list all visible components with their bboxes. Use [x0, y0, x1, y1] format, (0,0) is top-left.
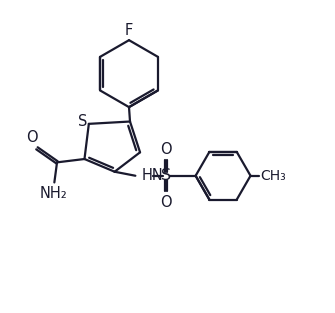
- Text: F: F: [125, 23, 133, 38]
- Text: S: S: [161, 168, 171, 183]
- Text: O: O: [160, 142, 172, 157]
- Text: NH₂: NH₂: [40, 187, 67, 202]
- Text: CH₃: CH₃: [260, 169, 286, 183]
- Text: HN: HN: [142, 168, 164, 183]
- Text: S: S: [78, 114, 87, 129]
- Text: O: O: [160, 195, 172, 210]
- Text: O: O: [26, 130, 38, 145]
